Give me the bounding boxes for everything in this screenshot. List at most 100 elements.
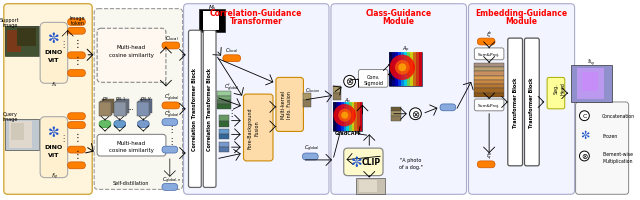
Bar [116,100,129,113]
Circle shape [333,104,356,127]
Text: CLIP: CLIP [362,158,381,167]
Text: ⋮: ⋮ [168,124,176,133]
Text: Concatenation: Concatenation [602,114,636,119]
Text: Fusion: Fusion [255,120,260,136]
Bar [303,94,311,100]
Text: Module: Module [383,17,415,26]
Text: ⋮: ⋮ [60,39,68,48]
Bar [474,72,504,76]
Text: Multi-head: Multi-head [117,140,146,145]
Bar [138,101,150,115]
FancyBboxPatch shape [40,117,68,178]
Text: Multi-head: Multi-head [117,45,146,50]
Text: ⋮: ⋮ [228,109,236,118]
Text: C: C [582,114,587,119]
FancyBboxPatch shape [243,95,273,161]
FancyBboxPatch shape [276,78,303,132]
Bar [391,107,401,112]
Bar [389,53,392,87]
FancyBboxPatch shape [189,31,201,187]
Text: $C_{focal}$: $C_{focal}$ [225,46,239,55]
Text: "A photo: "A photo [400,158,421,163]
FancyBboxPatch shape [477,161,495,168]
Bar [4,27,39,56]
Bar [17,29,36,47]
Bar [419,53,422,87]
Text: image: image [2,117,17,122]
Bar [341,102,344,132]
Text: Multi-kernel: Multi-kernel [280,90,285,119]
Text: Class-Guidance: Class-Guidance [365,9,432,18]
Text: Correlation Transformer Block: Correlation Transformer Block [207,68,212,151]
Bar [413,53,416,87]
Bar [335,102,339,132]
FancyBboxPatch shape [68,19,85,26]
Bar [219,147,228,152]
FancyBboxPatch shape [344,148,383,176]
Bar [349,102,351,132]
Bar [360,102,362,132]
Bar [219,115,228,121]
Text: ✼: ✼ [48,126,60,140]
FancyBboxPatch shape [525,39,540,166]
Text: ···: ··· [127,106,134,112]
Bar [333,94,340,100]
Bar [114,102,125,116]
Bar [219,143,228,147]
Bar [391,116,401,121]
FancyBboxPatch shape [358,70,388,88]
FancyBboxPatch shape [474,49,504,60]
Circle shape [338,109,351,122]
Text: Head: Head [560,81,565,94]
Text: Sum&Proj.: Sum&Proj. [478,53,500,57]
Bar [339,102,341,132]
Bar [474,93,504,98]
Text: Fore-Background: Fore-Background [248,107,253,149]
Bar [407,53,410,87]
Text: ⋮: ⋮ [168,136,176,145]
Text: token: token [70,21,84,26]
Text: DINO: DINO [45,144,63,149]
Text: Element-wise: Element-wise [602,151,633,156]
FancyBboxPatch shape [68,70,85,77]
Bar [474,89,504,93]
Bar [395,53,398,87]
FancyBboxPatch shape [138,121,149,128]
Bar [138,102,149,116]
FancyBboxPatch shape [508,39,522,166]
Text: Transformer: Transformer [230,17,283,26]
FancyBboxPatch shape [547,78,564,109]
FancyBboxPatch shape [97,135,166,156]
Bar [577,68,604,100]
Text: ⋮: ⋮ [72,55,83,65]
Text: ⋮: ⋮ [72,39,83,49]
Bar [9,121,32,148]
Bar [582,72,598,92]
FancyBboxPatch shape [68,122,85,129]
Text: ✼: ✼ [580,131,589,141]
Bar [474,85,504,89]
FancyBboxPatch shape [68,162,85,169]
Text: Transformer Block: Transformer Block [529,77,534,128]
Text: ⊗: ⊗ [346,77,354,87]
Text: Module: Module [506,17,538,26]
Text: $M_s$: $M_s$ [208,3,216,12]
Bar [401,53,404,87]
FancyBboxPatch shape [477,39,495,46]
Text: $f_s$: $f_s$ [51,79,57,88]
Circle shape [398,64,406,72]
Bar [140,100,152,113]
Text: image: image [2,23,17,28]
Bar [351,102,355,132]
Bar [416,53,419,87]
Bar [102,100,114,113]
FancyBboxPatch shape [99,121,111,128]
Text: $C^f_{global}$: $C^f_{global}$ [164,92,180,104]
Bar [333,87,340,94]
Text: Multiplication: Multiplication [602,159,632,164]
Text: VIT: VIT [48,58,60,63]
FancyBboxPatch shape [184,5,329,194]
Text: ⊗: ⊗ [412,109,419,119]
Text: cosine similarity: cosine similarity [109,147,154,152]
Text: Sum&Proj.: Sum&Proj. [478,103,500,107]
